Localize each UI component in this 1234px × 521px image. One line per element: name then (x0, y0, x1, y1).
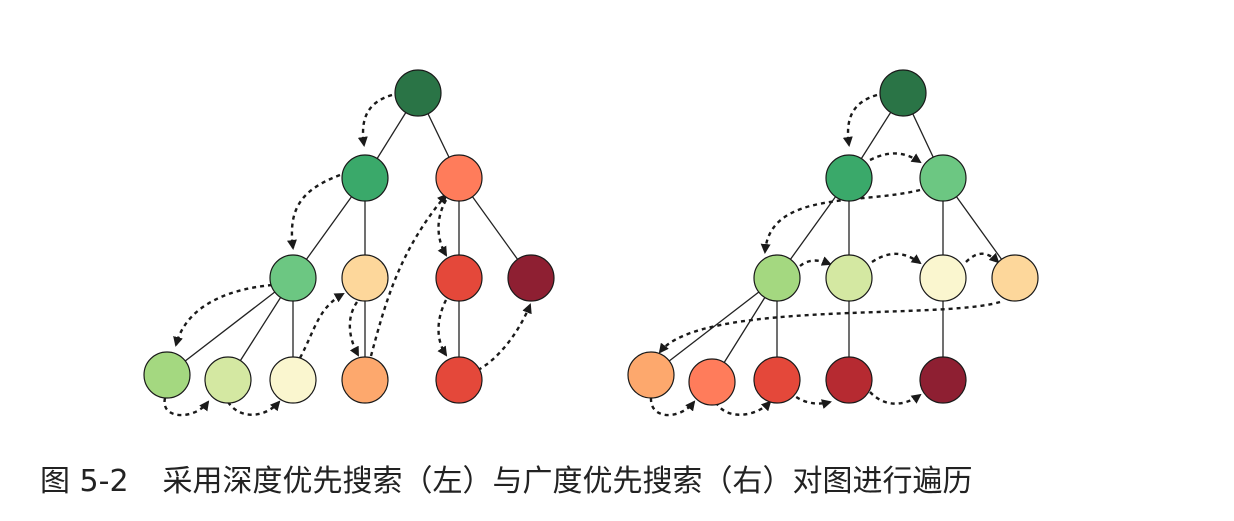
dfs-tree-traversal-arrow-10 (437, 299, 448, 357)
bfs-tree-node-root (879, 69, 927, 117)
dfs-tree-node-b1 (435, 254, 483, 302)
dfs-tree-traversal-arrow-1 (357, 93, 393, 147)
bfs-tree-node-b1 (919, 254, 967, 302)
bfs-tree-node-b2 (991, 254, 1039, 302)
bfs-tree-traversal-arrow-6 (965, 252, 1000, 264)
bfs-tree-node-c5 (919, 356, 967, 404)
bfs-tree-traversal-arrow-9 (714, 400, 772, 416)
dfs-tree-node-c3 (269, 356, 317, 404)
bfs-tree-node-c3 (753, 356, 801, 404)
dfs-tree-node-c5 (435, 356, 483, 404)
figure-caption: 图 5-2 采用深度优先搜索（左）与广度优先搜索（右）对图进行遍历 (40, 456, 973, 500)
dfs-tree-traversal-arrow-6 (298, 292, 345, 359)
dfs-tree-traversal-arrow-11 (477, 303, 532, 372)
dfs-tree-node-a (341, 154, 389, 202)
tree-nodes (143, 69, 1039, 406)
bfs-tree-node-a (825, 154, 873, 202)
dfs-tree-traversal-arrow-9 (437, 199, 448, 257)
bfs-tree-node-a1 (753, 254, 801, 302)
dfs-tree-node-c4 (341, 356, 389, 404)
dfs-tree-traversal-arrow-5 (227, 400, 281, 416)
dfs-tree-traversal-arrow-7 (348, 301, 360, 357)
dfs-tree-node-b2 (507, 254, 555, 302)
bfs-tree-node-c2 (688, 358, 736, 406)
bfs-tree-traversal-arrow-7 (658, 300, 1001, 354)
bfs-tree-node-c1 (627, 351, 675, 399)
bfs-tree-traversal-arrow-11 (869, 391, 922, 405)
bfs-tree-node-b (919, 154, 967, 202)
traversal-diagram (143, 69, 1039, 417)
bfs-tree-traversal-arrow-2 (869, 152, 922, 164)
dfs-tree-node-c2 (204, 356, 252, 404)
tree-edges (166, 92, 1016, 383)
figure-caption-text: 采用深度优先搜索（左）与广度优先搜索（右）对图进行遍历 (162, 464, 973, 499)
figure-label: 图 5-2 (40, 464, 129, 499)
dfs-tree-node-b (435, 154, 483, 202)
bfs-tree-traversal-arrow-4 (799, 256, 832, 267)
bfs-tree-node-a2 (825, 254, 873, 302)
dfs-tree-traversal-arrow-2 (287, 173, 341, 250)
dfs-tree-traversal-arrow-3 (173, 283, 273, 347)
dfs-tree-traversal-arrow-8 (369, 193, 448, 357)
dfs-tree-edge-a1-c1 (166, 277, 294, 376)
dfs-tree-node-c1 (143, 351, 191, 399)
bfs-tree-traversal-arrow-8 (649, 397, 696, 417)
bfs-tree-traversal-arrow-5 (871, 252, 922, 265)
dfs-tree-traversal-arrow-4 (163, 397, 210, 417)
bfs-tree-node-c4 (825, 356, 873, 404)
dfs-tree-node-root (394, 69, 442, 117)
dfs-tree-node-a2 (341, 254, 389, 302)
bfs-tree-edge-a1-c1 (650, 277, 778, 376)
dfs-tree-node-a1 (269, 254, 317, 302)
bfs-tree-traversal-arrow-1 (842, 93, 878, 147)
bfs-tree-traversal-arrow-3 (760, 188, 921, 254)
